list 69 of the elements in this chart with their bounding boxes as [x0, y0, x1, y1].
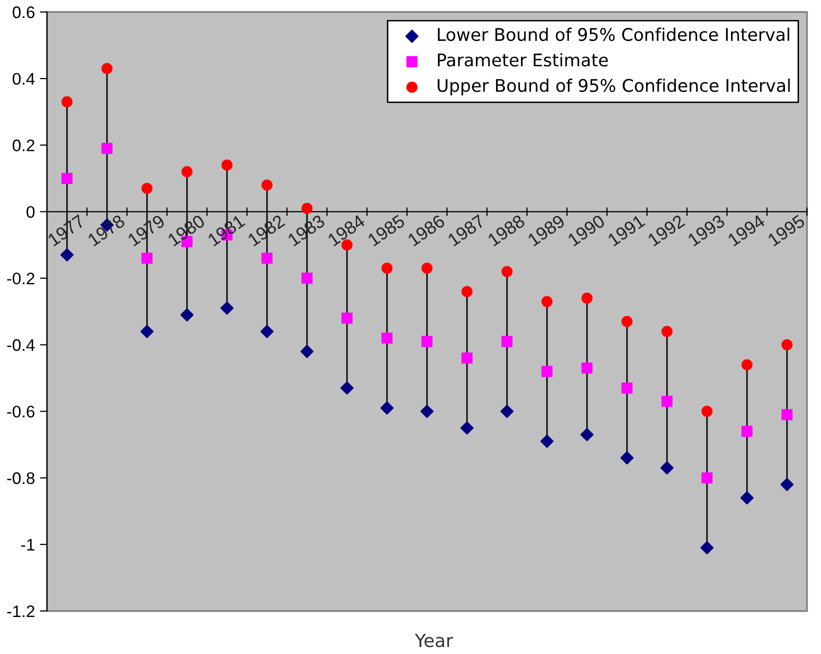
y-tick-label: -0.6 [7, 406, 34, 418]
point [741, 426, 753, 437]
point [101, 142, 113, 154]
y-tick-label: -1 [21, 539, 34, 550]
y-tick-label: -0.4 [7, 339, 35, 351]
y-tick-label: 0.2 [12, 140, 34, 152]
point [701, 406, 713, 417]
point [140, 324, 154, 338]
point [221, 160, 233, 171]
point [141, 252, 153, 264]
point [780, 478, 794, 492]
point [580, 428, 594, 442]
y-tick-label: 0 [26, 206, 35, 218]
point [260, 324, 274, 338]
legend-label: Upper Bound of 95% Confidence Interval [438, 78, 790, 96]
point [501, 266, 513, 278]
point [621, 382, 633, 394]
point [341, 312, 353, 324]
point [300, 344, 314, 358]
point [101, 63, 113, 74]
point [540, 434, 554, 448]
x-tick-label: 1991 [607, 214, 646, 246]
point [781, 409, 793, 420]
point [421, 336, 433, 348]
point [261, 179, 273, 191]
y-tick-label: -1.2 [7, 605, 34, 618]
point [700, 541, 714, 554]
point [420, 404, 434, 418]
point [621, 316, 633, 328]
point [61, 172, 73, 184]
point [501, 336, 513, 348]
point [141, 182, 153, 194]
y-tick-label: -0.2 [7, 272, 34, 284]
point [701, 472, 713, 484]
point [381, 332, 393, 344]
point [261, 252, 273, 264]
point [500, 404, 514, 418]
point [620, 451, 634, 465]
point [381, 262, 393, 274]
point [220, 302, 234, 315]
legend-label: Lower Bound of 95% Confidence Interval [438, 28, 790, 42]
point [301, 202, 313, 214]
y-tick-label: 0.4 [12, 72, 35, 85]
point [380, 401, 394, 415]
point [60, 248, 74, 262]
point [581, 362, 593, 374]
point [741, 359, 753, 370]
point [581, 292, 593, 304]
x-tick-label: 1981 [207, 214, 246, 246]
legend-label: Parameter Estimate [438, 53, 608, 67]
point [421, 262, 433, 274]
point [180, 308, 194, 322]
y-tick-label: -0.8 [7, 472, 34, 484]
point [661, 396, 673, 407]
y-tick-label: 0.6 [12, 6, 34, 18]
point [461, 286, 473, 298]
point [660, 461, 674, 474]
point [340, 381, 354, 395]
point [301, 272, 313, 284]
point [661, 326, 673, 338]
point [181, 166, 193, 178]
point [61, 96, 73, 108]
point [541, 296, 553, 308]
point [740, 491, 754, 504]
x-axis-title: Year [414, 634, 454, 648]
point [541, 366, 553, 377]
point [781, 339, 793, 350]
point [461, 352, 473, 364]
point [460, 421, 474, 435]
